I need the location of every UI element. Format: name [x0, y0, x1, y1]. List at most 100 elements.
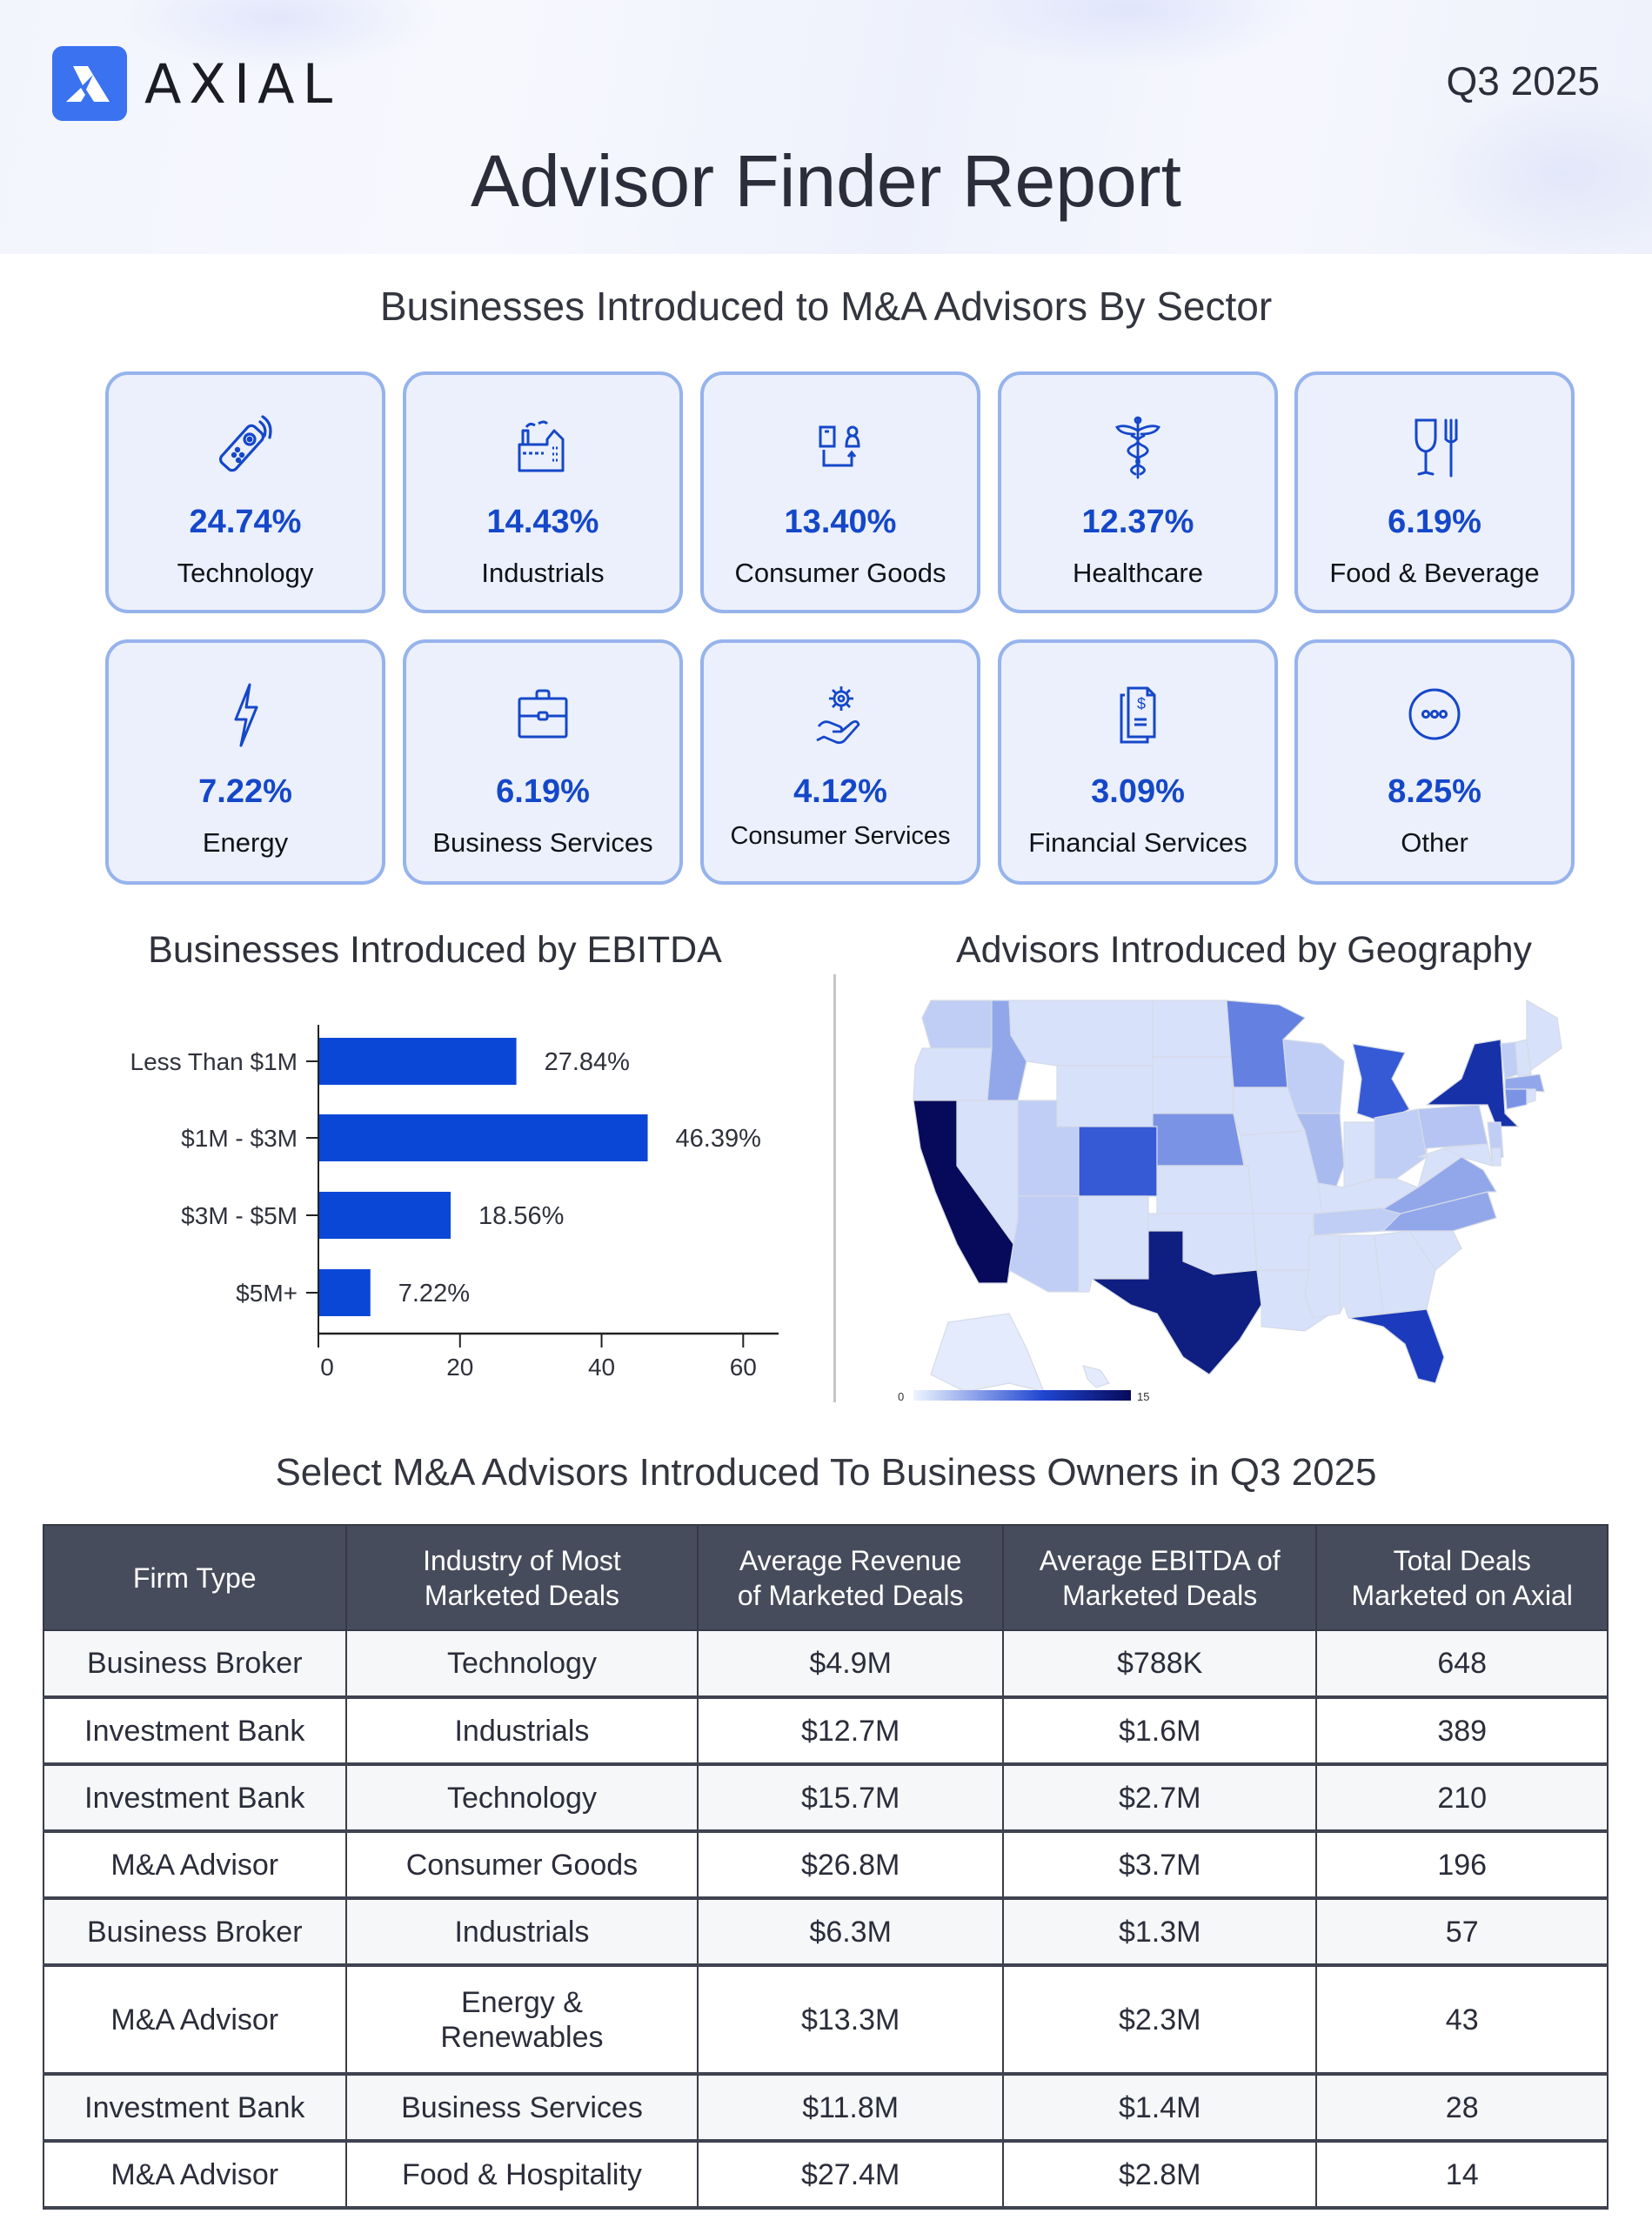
cell-industry: Industrials — [344, 1697, 699, 1766]
x-tick-label: 0 — [320, 1354, 334, 1381]
cell-industry: Business Services — [344, 2074, 699, 2143]
state-wy — [1056, 1065, 1154, 1127]
state-hi — [1082, 1365, 1110, 1388]
sector-card: $ 3.09% Financial Services — [998, 639, 1278, 885]
cell-firm-type: Business Broker — [43, 1630, 347, 1699]
geography-map-title: Advisors Introduced by Geography — [955, 929, 1533, 971]
sector-label: Food & Beverage — [1329, 558, 1540, 588]
cell-firm-type: Investment Bank — [43, 2074, 347, 2143]
sector-card: 14.43% Industrials — [403, 371, 683, 613]
cell-avg-ebitda: $2.7M — [1001, 1764, 1318, 1833]
advisors-table: Firm Type Industry of Most Marketed Deal… — [43, 1524, 1609, 2210]
category-label: Less Than $1M — [130, 1048, 298, 1075]
cell-avg-revenue: $26.8M — [697, 1831, 1004, 1900]
cell-industry: Technology — [344, 1630, 699, 1699]
cell-firm-type: M&A Advisor — [43, 2141, 347, 2210]
cell-firm-type: M&A Advisor — [43, 1965, 347, 2076]
brand-name: AXIAL — [144, 51, 341, 116]
cell-avg-ebitda: $2.8M — [1001, 2141, 1318, 2210]
report-quarter: Q3 2025 — [1446, 58, 1600, 104]
sector-card: 12.37% Healthcare — [998, 371, 1278, 613]
state-ri — [1526, 1088, 1536, 1104]
cell-avg-revenue: $27.4M — [697, 2141, 1004, 2210]
sector-label: Industrials — [481, 558, 605, 588]
color-scale-bar — [913, 1390, 1131, 1401]
category-label: $5M+ — [236, 1280, 298, 1307]
sector-label: Healthcare — [1073, 558, 1203, 588]
cell-avg-ebitda: $1.3M — [1001, 1898, 1318, 1967]
state-ak — [930, 1313, 1045, 1393]
column-header-avg-revenue: Average Revenue of Marketed Deals — [697, 1524, 1004, 1631]
remote-control-icon — [218, 415, 272, 472]
state-wv — [1416, 1147, 1463, 1189]
lightning-icon — [234, 683, 258, 747]
factory-icon — [518, 420, 565, 472]
cell-total-deals: 389 — [1315, 1697, 1609, 1766]
section-divider — [833, 974, 836, 1402]
bar — [319, 1038, 517, 1085]
us-choropleth-map: 0 15 — [898, 999, 1562, 1403]
cell-industry: Technology — [344, 1764, 699, 1833]
sector-label: Consumer Services — [730, 822, 951, 850]
state-nm — [1078, 1195, 1149, 1293]
cell-avg-ebitda: $1.4M — [1001, 2074, 1318, 2143]
state-fl — [1348, 1308, 1445, 1384]
state-wa — [921, 1000, 993, 1049]
state-sd — [1152, 1056, 1234, 1114]
glass-fork-icon — [1415, 418, 1458, 478]
cell-firm-type: Investment Bank — [43, 1697, 347, 1766]
sector-label: Consumer Goods — [734, 558, 946, 588]
state-va — [1381, 1156, 1498, 1214]
state-oh — [1374, 1108, 1428, 1180]
table-row: Investment Bank Business Services $11.8M $1… — [43, 2074, 1609, 2143]
state-pa — [1417, 1104, 1488, 1158]
table-row: M&A Advisor Energy & Renewables $13.3M $2.3… — [43, 1965, 1609, 2076]
cell-total-deals: 43 — [1315, 1965, 1609, 2076]
bar-value-label: 7.22% — [398, 1280, 470, 1307]
cell-industry: Energy & Renewables — [344, 1965, 699, 2076]
sector-percentage: 6.19% — [1388, 504, 1481, 540]
cell-avg-revenue: $6.3M — [697, 1898, 1004, 1967]
scale-max-label: 15 — [1137, 1390, 1149, 1403]
column-header-total-deals: Total Deals Marketed on Axial — [1315, 1524, 1609, 1631]
gear-hand-icon — [816, 686, 860, 745]
column-header-industry: Industry of Most Marketed Deals — [344, 1524, 699, 1631]
x-tick-label: 20 — [446, 1354, 473, 1381]
x-tick-label: 60 — [730, 1354, 757, 1381]
cell-firm-type: M&A Advisor — [43, 1831, 347, 1900]
bar-value-label: 46.39% — [676, 1125, 761, 1153]
table-row: M&A Advisor Food & Hospitality $27.4M $2.8M… — [43, 2141, 1609, 2210]
state-nd — [1152, 1000, 1232, 1058]
cell-industry: Industrials — [344, 1898, 699, 1967]
sector-label: Financial Services — [1028, 827, 1247, 858]
column-header-avg-ebitda: Average EBITDA of Marketed Deals — [1001, 1524, 1318, 1631]
state-az — [1008, 1195, 1080, 1293]
state-ma — [1504, 1073, 1545, 1093]
briefcase-icon — [518, 689, 568, 739]
cell-avg-revenue: $12.7M — [697, 1697, 1004, 1766]
bar — [319, 1192, 451, 1239]
state-ne — [1152, 1113, 1245, 1167]
state-wi — [1282, 1039, 1345, 1114]
cell-avg-ebitda: $788K — [1001, 1630, 1318, 1699]
sector-percentage: 14.43% — [486, 504, 599, 540]
package-person-icon — [819, 425, 860, 467]
sector-percentage: 24.74% — [189, 504, 302, 540]
state-in — [1343, 1121, 1375, 1188]
table-header-row: Firm Type Industry of Most Marketed Deal… — [43, 1524, 1609, 1631]
cell-industry: Consumer Goods — [344, 1831, 699, 1900]
ebitda-bar-chart: Less Than $1M 27.84% $1M - $3M 46.39% $3M - … — [130, 1025, 779, 1381]
sector-percentage: 13.40% — [784, 504, 897, 540]
state-ar — [1252, 1213, 1314, 1271]
state-ny — [1425, 1039, 1520, 1127]
table-row: Business Broker Technology $4.9M $788K 648 — [43, 1630, 1609, 1699]
state-ct — [1504, 1088, 1528, 1110]
sector-card: 4.12% Consumer Services — [700, 639, 980, 885]
sector-percentage: 6.19% — [496, 773, 590, 810]
cell-avg-revenue: $13.3M — [697, 1965, 1004, 2076]
cell-industry: Food & Hospitality — [344, 2141, 699, 2210]
bar — [319, 1269, 371, 1316]
cell-avg-revenue: $4.9M — [697, 1630, 1004, 1699]
state-tx — [1090, 1230, 1262, 1375]
report-header: AXIAL Q3 2025 Advisor Finder Report — [0, 0, 1652, 254]
